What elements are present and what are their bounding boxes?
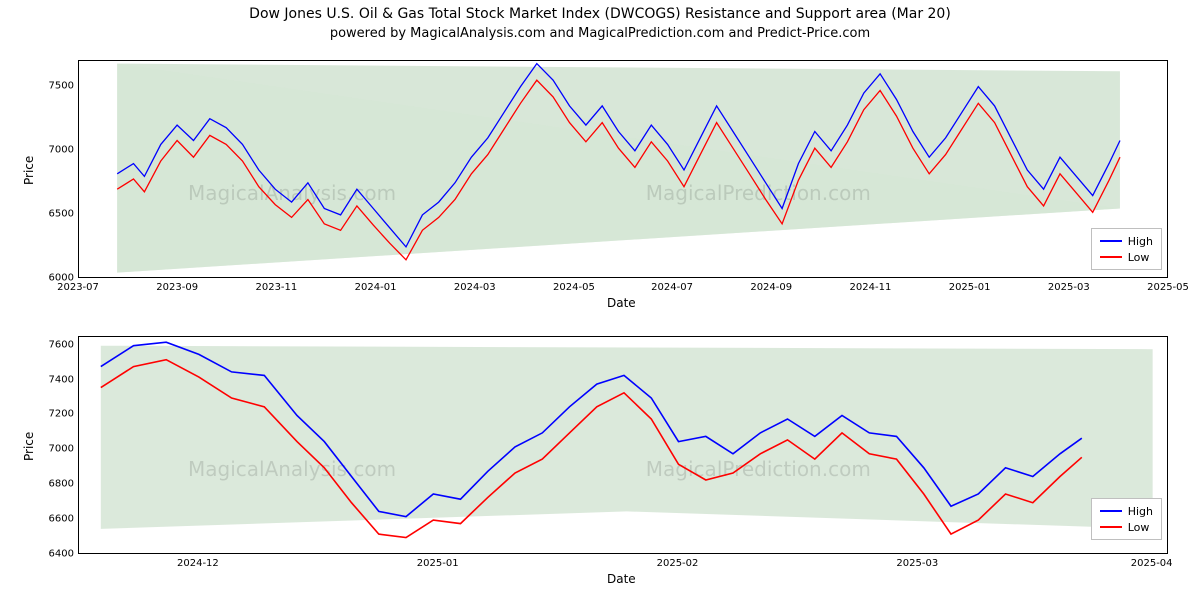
y-tick-label: 7400 bbox=[36, 374, 74, 385]
y-tick-label: 7200 bbox=[36, 409, 74, 420]
legend-label: High bbox=[1128, 505, 1153, 518]
x-tick-label: 2025-04 bbox=[1131, 558, 1173, 569]
bottom-panel: MagicalAnalysis.comMagicalPrediction.com… bbox=[0, 0, 1200, 600]
legend-label: Low bbox=[1128, 521, 1150, 534]
legend-swatch bbox=[1100, 510, 1122, 512]
y-tick-label: 6600 bbox=[36, 514, 74, 525]
y-axis-label: Price bbox=[22, 432, 36, 461]
x-tick-label: 2025-03 bbox=[896, 558, 938, 569]
legend-swatch bbox=[1100, 526, 1122, 528]
y-tick-label: 7600 bbox=[36, 339, 74, 350]
legend-item: High bbox=[1100, 503, 1153, 519]
bottom-panel-series bbox=[79, 337, 1167, 553]
x-tick-label: 2025-01 bbox=[417, 558, 459, 569]
x-tick-label: 2024-12 bbox=[177, 558, 219, 569]
x-tick-label: 2025-02 bbox=[657, 558, 699, 569]
bottom-panel-legend: High Low bbox=[1091, 498, 1162, 540]
y-tick-label: 7000 bbox=[36, 444, 74, 455]
y-tick-label: 6800 bbox=[36, 479, 74, 490]
x-axis-label: Date bbox=[607, 572, 636, 586]
legend-item: Low bbox=[1100, 519, 1153, 535]
bottom-panel-plot-area: MagicalAnalysis.comMagicalPrediction.com bbox=[78, 336, 1168, 554]
y-tick-label: 6400 bbox=[36, 549, 74, 560]
